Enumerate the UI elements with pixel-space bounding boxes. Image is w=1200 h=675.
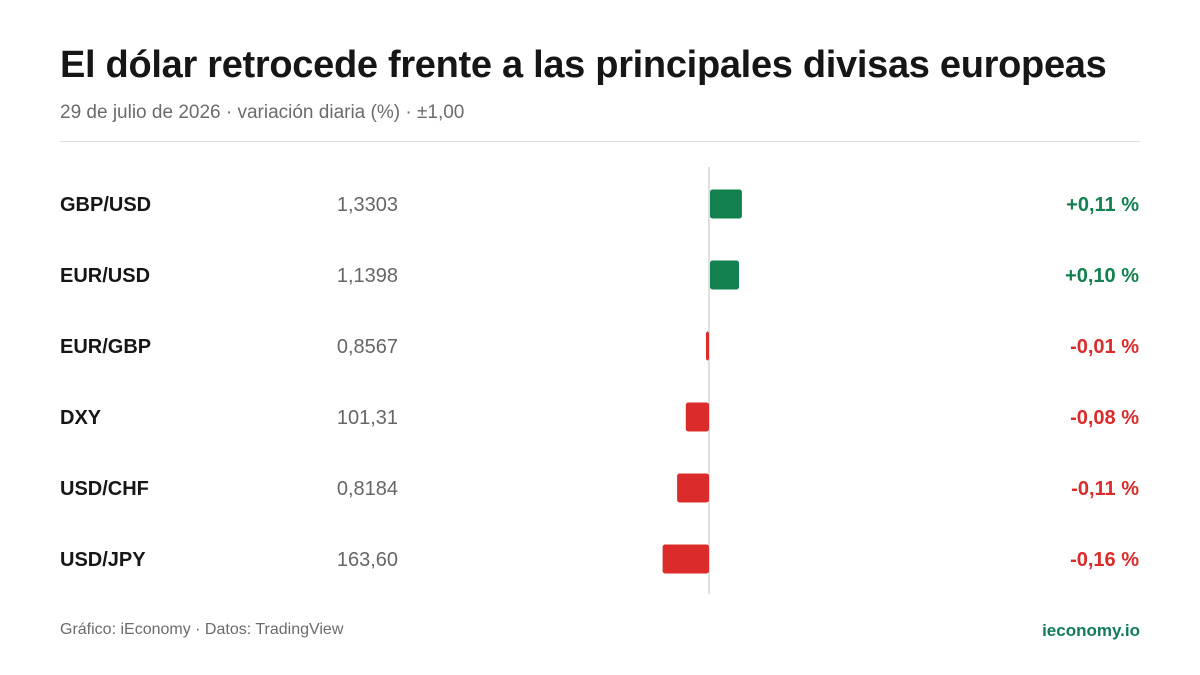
category-label-dxy: DXY — [60, 407, 102, 429]
footer-brand-link[interactable]: ieconomy.io — [1042, 621, 1140, 640]
header-divider — [60, 141, 1140, 142]
category-label-eur-usd: EUR/USD — [60, 265, 150, 287]
price-value-usd-chf: 0,8184 — [337, 478, 398, 500]
price-value-gbp-usd: 1,3303 — [337, 194, 398, 216]
chart-title: El dólar retrocede frente a las principa… — [60, 44, 1107, 86]
category-label-usd-chf: USD/CHF — [60, 478, 149, 500]
category-label-eur-gbp: EUR/GBP — [60, 336, 151, 358]
chart-subtitle: 29 de julio de 2026 · variación diaria (… — [60, 102, 465, 123]
price-value-eur-usd: 1,1398 — [337, 265, 398, 287]
category-label-usd-jpy: USD/JPY — [60, 549, 146, 571]
change-label-gbp-usd: +0,11 % — [1066, 194, 1139, 216]
footer-source: Gráfico: iEconomy · Datos: TradingView — [60, 621, 344, 638]
change-label-dxy: -0,08 % — [1070, 407, 1139, 429]
bar-gbp-usd — [710, 189, 742, 219]
change-label-eur-gbp: -0,01 % — [1070, 336, 1139, 358]
change-label-eur-usd: +0,10 % — [1065, 265, 1139, 287]
bar-usd-jpy — [662, 544, 709, 574]
category-label-gbp-usd: GBP/USD — [60, 194, 151, 216]
bar-dxy — [685, 402, 709, 432]
change-label-usd-chf: -0,11 % — [1071, 478, 1139, 500]
change-label-usd-jpy: -0,16 % — [1070, 549, 1139, 571]
price-value-eur-gbp: 0,8567 — [337, 336, 398, 358]
bar-eur-usd — [710, 260, 739, 290]
price-value-dxy: 101,31 — [337, 407, 398, 429]
bar-eur-gbp — [706, 331, 709, 361]
bar-usd-chf — [677, 473, 709, 503]
price-value-usd-jpy: 163,60 — [337, 549, 398, 571]
